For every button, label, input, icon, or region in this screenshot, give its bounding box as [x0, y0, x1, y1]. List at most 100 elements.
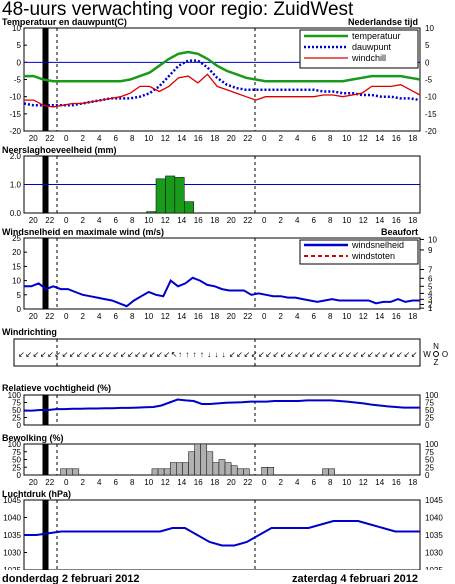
cloud-panel-title: Bewolking (%) [2, 433, 64, 443]
precipitation-panel-hour-label: 4 [295, 216, 300, 225]
precipitation-panel-y-tick: 0.0 [10, 209, 22, 218]
wind-panel-hour-label: 10 [144, 312, 153, 321]
cloud-bar [243, 468, 250, 476]
precip-bar [155, 178, 166, 214]
cloud-panel-hour-label: 10 [144, 478, 153, 487]
wind-direction-arrow: ↙ [273, 350, 280, 359]
beaufort-label: Beaufort [381, 227, 418, 237]
pressure-panel-y-tick-right: 1045 [425, 496, 443, 505]
beaufort-tick: 7 [428, 266, 433, 275]
cloud-bar [182, 462, 189, 476]
beaufort-tick: 6 [428, 274, 433, 283]
wind-panel-hour-label: 2 [279, 312, 284, 321]
wind-panel-hour-label: 4 [295, 312, 300, 321]
temperature-panel-hour-label: 4 [97, 134, 102, 143]
page-title: 48-uurs verwachting voor regio: ZuidWest [2, 0, 354, 20]
wind-panel-hour-label: 6 [312, 312, 317, 321]
cloud-panel-hour-label: 20 [29, 478, 38, 487]
cloud-panel-y-tick-right: 50 [425, 456, 434, 465]
temperature-panel-hour-label: 16 [194, 134, 203, 143]
temperature-panel-hour-label: 22 [243, 134, 252, 143]
temperature-panel-y-tick: -5 [14, 76, 22, 85]
humidity-panel-title: Relatieve vochtigheid (%) [2, 383, 111, 393]
footer-date-right: zaterdag 4 februari 2012 [292, 573, 418, 584]
wind-direction-arrow: ↙ [345, 350, 352, 359]
humidity-panel-y-tick-right: 0 [425, 421, 430, 430]
cloud-panel-hour-label: 4 [97, 478, 102, 487]
cloud-panel-y-tick-right: 0 [425, 471, 430, 480]
cloud-panel-y-tick-right: 100 [425, 440, 439, 449]
cloud-panel-hour-label: 0 [262, 478, 267, 487]
pressure-panel-y-tick-right: 1030 [425, 549, 443, 558]
compass-w: W [423, 350, 431, 359]
wind-speed-line [24, 276, 420, 308]
cloud-panel-y-tick-right: 25 [425, 463, 434, 472]
temperature-panel-y-tick: -15 [9, 110, 21, 119]
cloud-panel-hour-label: 12 [161, 478, 170, 487]
pressure-panel-y-tick: 1035 [3, 531, 21, 540]
wind-panel-hour-label: 0 [262, 312, 267, 321]
precip-bar [184, 201, 194, 214]
precipitation-panel-hour-label: 16 [194, 216, 203, 225]
cloud-bar [206, 451, 214, 476]
wind-direction-arrow: ↙ [25, 350, 32, 359]
legend-label-windchill: windchill [351, 53, 386, 63]
cloud-panel-hour-label: 10 [342, 478, 351, 487]
temperature-panel-hour-label: 14 [177, 134, 186, 143]
wind-panel-hour-label: 14 [177, 312, 186, 321]
beaufort-tick: 5 [428, 282, 433, 291]
cloud-panel-hour-label: 6 [312, 478, 317, 487]
wind-direction-arrow: ↙ [287, 350, 294, 359]
humidity-line [24, 398, 420, 412]
wind-direction-arrow: ↙ [331, 350, 338, 359]
precipitation-panel-hour-label: 12 [359, 216, 368, 225]
temperature-panel-y-tick-right: -20 [425, 127, 437, 136]
temperature-panel-hour-label: 18 [408, 134, 417, 143]
wind-direction-arrow: ↙ [163, 350, 170, 359]
cloud-panel-y-tick: 25 [12, 463, 21, 472]
wind-direction-arrow: ↙ [374, 350, 381, 359]
wind-direction-arrow: ↙ [98, 350, 105, 359]
temperature-panel-y-tick-right: -5 [425, 76, 433, 85]
temperature-panel-y-tick-right: 5 [425, 41, 430, 50]
wind-direction-arrow: ↙ [236, 350, 243, 359]
wind-panel-hour-label: 12 [359, 312, 368, 321]
temperature-panel-hour-label: 4 [295, 134, 300, 143]
temperature-panel-hour-label: 12 [161, 134, 170, 143]
cloud-panel-hour-label: 8 [328, 478, 333, 487]
pressure-panel-night-bar [42, 500, 49, 570]
cloud-bar [176, 462, 183, 476]
wind-direction-arrow: ↙ [229, 350, 236, 359]
wind-legend [299, 239, 419, 265]
wind-direction-arrow: ↙ [69, 350, 76, 359]
wind-direction-arrow: ↓ [214, 350, 218, 359]
precipitation-panel-hour-label: 16 [392, 216, 401, 225]
cloud-bar [188, 451, 195, 476]
wind-direction-arrow: ↙ [251, 350, 258, 359]
humidity-panel-y-tick: 25 [12, 414, 21, 423]
cloud-bar [169, 462, 177, 476]
wind-direction-arrow: ↙ [113, 350, 120, 359]
wind-direction-arrow: ↙ [83, 350, 90, 359]
cloud-bar [200, 443, 208, 476]
wind-direction-arrow: ↙ [309, 350, 316, 359]
cloud-bar [157, 468, 165, 476]
pressure-panel-y-tick-right: 1040 [425, 514, 443, 523]
wind-direction-arrow: ↙ [265, 350, 272, 359]
cloud-bar [194, 443, 201, 476]
wind-direction-arrow: ↙ [149, 350, 156, 359]
precipitation-panel-hour-label: 20 [29, 216, 38, 225]
wind-direction-arrow: ↙ [243, 350, 250, 359]
wind-panel-hour-label: 10 [342, 312, 351, 321]
wind-direction-arrow: ↙ [360, 350, 367, 359]
wind-direction-arrow: ↙ [353, 350, 360, 359]
humidity-panel-y-tick: 0 [17, 421, 22, 430]
cloud-panel-hour-label: 18 [408, 478, 417, 487]
wind-direction-arrow: ↙ [338, 350, 345, 359]
cloud-bar [224, 462, 232, 476]
precipitation-panel-title: Neerslaghoeveelheid (mm) [2, 145, 117, 155]
cloud-bar [236, 468, 244, 476]
cloud-panel-hour-label: 12 [359, 478, 368, 487]
humidity-panel-y-tick: 75 [12, 399, 21, 408]
humidity-panel-y-tick-right: 50 [425, 406, 434, 415]
